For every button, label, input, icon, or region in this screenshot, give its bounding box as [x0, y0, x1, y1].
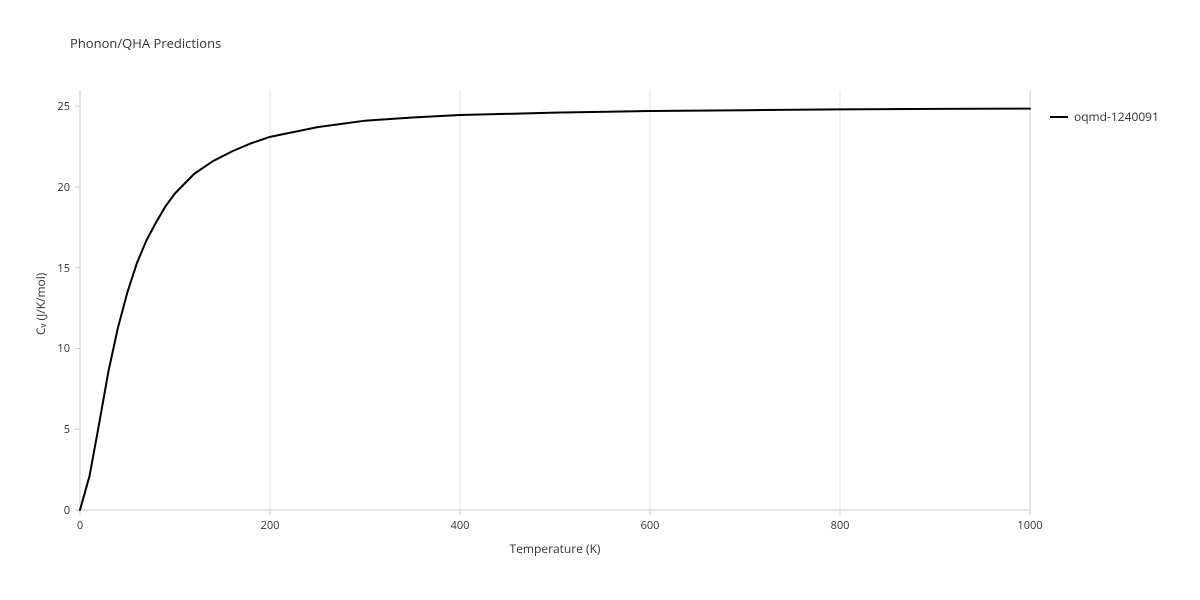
plot-area	[80, 90, 1031, 511]
y-tick-label: 20	[40, 180, 70, 195]
x-tick-label: 0	[60, 518, 100, 533]
y-tick-label: 15	[40, 261, 70, 276]
y-tick-label: 0	[40, 503, 70, 518]
x-tick-label: 200	[250, 518, 290, 533]
legend-line-icon	[1050, 116, 1068, 118]
y-tick-label: 5	[40, 422, 70, 437]
x-tick-label: 1000	[1010, 518, 1050, 533]
chart-container: { "chart": { "type": "line", "title": "P…	[0, 0, 1200, 600]
legend-label: oqmd-1240091	[1074, 108, 1159, 125]
y-tick-label: 10	[40, 341, 70, 356]
chart-title: Phonon/QHA Predictions	[70, 34, 221, 52]
y-axis-label: Cᵥ (J/K/mol)	[32, 273, 49, 335]
legend: oqmd-1240091	[1050, 108, 1159, 125]
x-axis-label: Temperature (K)	[495, 540, 615, 557]
y-tick-label: 25	[40, 99, 70, 114]
x-tick-label: 800	[820, 518, 860, 533]
x-tick-label: 600	[630, 518, 670, 533]
x-tick-label: 400	[440, 518, 480, 533]
